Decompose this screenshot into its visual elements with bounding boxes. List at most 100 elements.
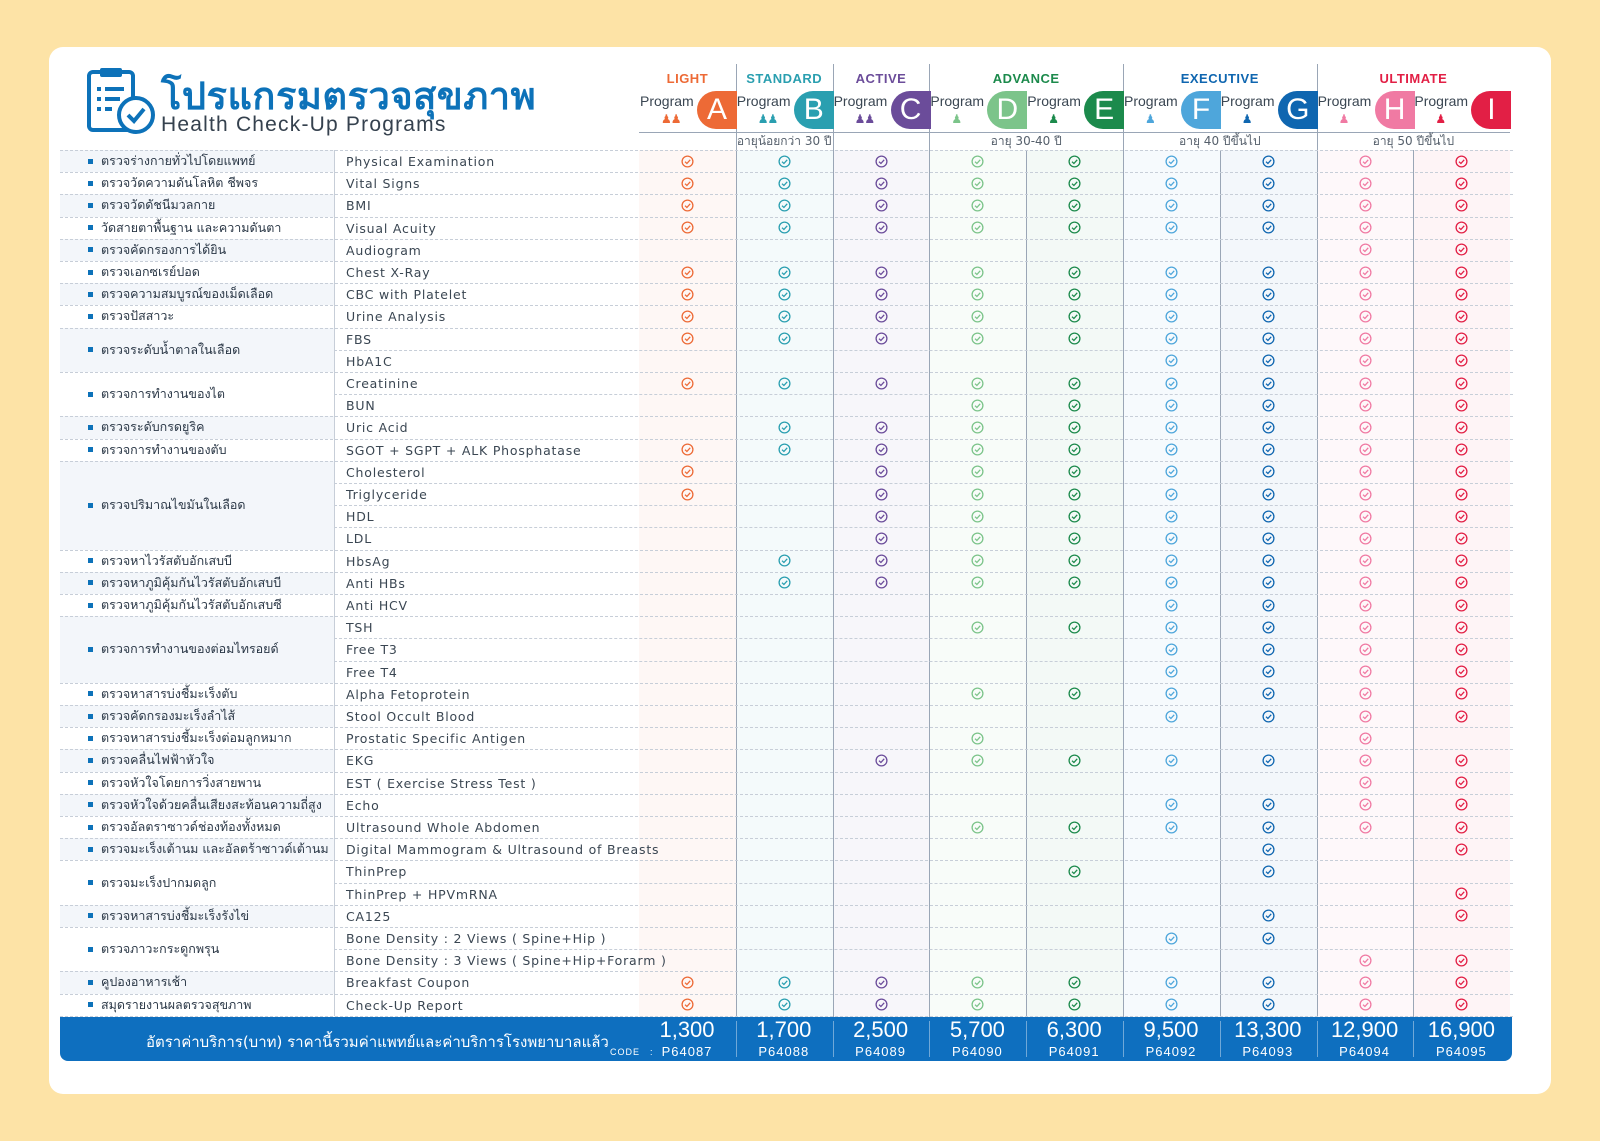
check-icon — [1262, 510, 1275, 523]
test-group-label: ตรวจความสมบูรณ์ของเม็ดเลือด — [60, 283, 334, 305]
price-g: 13,300 — [1234, 1017, 1302, 1042]
test-group-name: ตรวจร่างกายทั่วไปโดยแพทย์ — [101, 153, 256, 169]
check-icon — [681, 465, 694, 478]
check-icon — [778, 976, 791, 989]
check-icon — [1455, 820, 1468, 834]
check-icon — [971, 576, 984, 589]
check-icon — [1358, 510, 1372, 523]
check-icon — [778, 221, 791, 234]
test-item-name: Alpha Fetoprotein — [346, 686, 471, 702]
check-icon — [1358, 776, 1372, 789]
check-icon — [1358, 687, 1372, 700]
table-row — [60, 305, 1513, 328]
code-f: P64092 — [1145, 1044, 1197, 1059]
check-icon — [971, 310, 984, 323]
check-icon — [1165, 310, 1178, 323]
test-group-label: ตรวจหาภูมิคุ้มกันไวรัสตับอักเสบบี — [60, 572, 334, 594]
bullet-icon — [88, 802, 93, 808]
bullet-icon — [88, 913, 93, 919]
category-label-ultimate: ULTIMATE — [1379, 71, 1448, 86]
check-icon — [1358, 554, 1372, 567]
check-icon — [1358, 732, 1372, 745]
program-header-b[interactable]: Program ♟♟ B — [736, 91, 834, 129]
check-icon — [1262, 221, 1275, 234]
table-row — [60, 327, 1513, 351]
check-icon — [1455, 465, 1468, 478]
test-group-name: ตรวจภาวะกระดูกพรุน — [101, 941, 220, 957]
check-icon — [1165, 265, 1178, 279]
program-word: Program — [833, 93, 888, 109]
program-badge-g: G — [1277, 91, 1318, 129]
program-header-c[interactable]: Program ♟♟ C — [833, 91, 931, 129]
test-group-name: ตรวจปริมาณไขมันในเลือด — [101, 497, 246, 513]
check-icon — [681, 332, 694, 345]
code-e: P64091 — [1048, 1044, 1100, 1059]
program-header-f[interactable]: Program ♟ F — [1123, 91, 1221, 129]
table-row — [60, 993, 1513, 1017]
test-item-name: CBC with Platelet — [346, 287, 468, 303]
test-item-name: HbsAg — [346, 553, 391, 569]
test-group-name: ตรวจความสมบูรณ์ของเม็ดเลือด — [101, 286, 274, 302]
program-header-i[interactable]: Program ♟ I — [1413, 91, 1512, 129]
program-header-a[interactable]: Program ♟♟ A — [639, 91, 737, 129]
test-group-bg — [60, 216, 334, 239]
test-item-name: TSH — [346, 620, 374, 636]
check-icon — [1455, 954, 1468, 967]
check-icon — [1455, 843, 1468, 856]
test-group-bg — [60, 416, 334, 439]
check-icon — [971, 421, 984, 434]
female-icon: ♟ — [1048, 112, 1059, 126]
table-row — [60, 172, 1513, 195]
check-icon — [681, 154, 694, 168]
code-b: P64088 — [758, 1044, 810, 1059]
table-row — [60, 838, 1513, 861]
category-label-light: LIGHT — [666, 71, 709, 86]
check-icon — [874, 265, 888, 279]
check-icon — [1455, 976, 1468, 989]
check-icon — [1262, 687, 1275, 700]
check-icon — [971, 554, 984, 567]
test-item-name: FBS — [346, 331, 372, 347]
check-icon — [1262, 443, 1275, 456]
test-group-bg — [60, 927, 334, 972]
program-header-h[interactable]: Program ♟ H — [1317, 91, 1415, 129]
check-icon — [1358, 310, 1372, 323]
test-item-name: CA125 — [346, 908, 392, 924]
program-word: Program — [1414, 93, 1469, 109]
check-icon — [1358, 465, 1372, 478]
test-item-name: Creatinine — [346, 376, 419, 391]
check-icon — [1455, 177, 1468, 190]
bullet-icon — [88, 602, 93, 608]
check-icon — [1262, 643, 1275, 656]
table-row — [334, 394, 1513, 417]
check-icon — [1262, 177, 1275, 190]
table-row — [60, 416, 1513, 439]
program-header-g[interactable]: Program ♟ G — [1220, 91, 1318, 129]
table-row — [60, 793, 1513, 817]
clipboard-check-icon — [86, 67, 156, 137]
check-icon — [971, 754, 984, 767]
program-separator — [1219, 150, 1221, 1017]
table-row — [334, 949, 1513, 972]
test-group-label: ตรวจหาสารบ่งชี้มะเร็งต่อมลูกหมาก — [60, 727, 334, 749]
check-icon — [1455, 265, 1468, 279]
check-icon — [1358, 598, 1372, 612]
test-group-name: ตรวจหัวใจด้วยคลื่นเสียงสะท้อนความถี่สูง — [101, 796, 322, 812]
test-group-label: ตรวจร่างกายทั่วไปโดยแพทย์ — [60, 150, 334, 172]
test-item-name: Uric Acid — [346, 420, 409, 436]
table-row — [60, 194, 1513, 217]
program-header-d[interactable]: Program ♟ D — [929, 91, 1028, 129]
test-group-label: ตรวจหาสารบ่งชี้มะเร็งตับ — [60, 683, 334, 705]
test-group-label: ตรวจคลื่นไฟฟ้าหัวใจ — [60, 749, 334, 771]
test-group-label: ตรวจปัสสาวะ — [60, 305, 334, 327]
check-icon — [1262, 532, 1275, 545]
check-icon — [874, 998, 888, 1011]
male-icon: ♟ — [951, 112, 962, 126]
table-row — [60, 216, 1513, 240]
bullet-icon — [88, 558, 93, 564]
program-header-e[interactable]: Program ♟ E — [1026, 91, 1125, 129]
check-icon — [778, 376, 791, 390]
check-icon — [1165, 154, 1178, 168]
check-icon — [1455, 510, 1468, 523]
check-icon — [1455, 576, 1468, 589]
